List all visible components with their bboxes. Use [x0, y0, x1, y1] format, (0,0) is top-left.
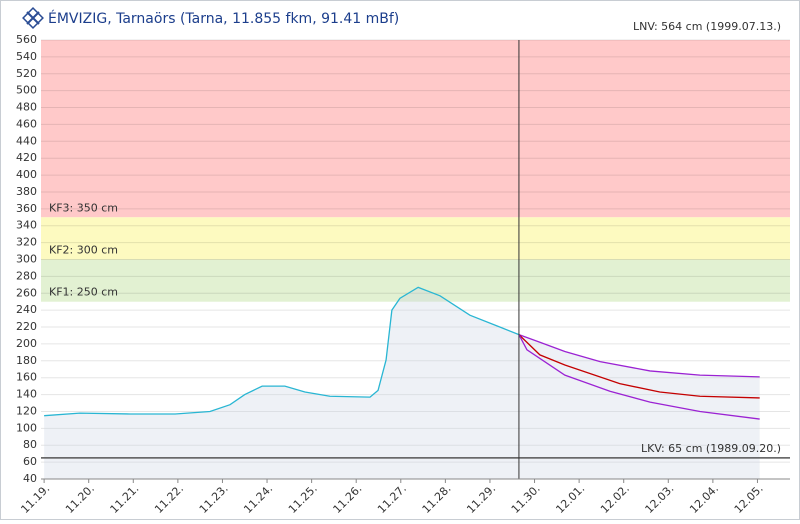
- y-tick-label: 500: [16, 84, 37, 97]
- y-tick-label: 280: [16, 269, 37, 282]
- y-tick-label: 340: [16, 219, 37, 232]
- line: [518, 334, 760, 399]
- y-tick-label: 220: [16, 320, 37, 333]
- line: [44, 286, 520, 417]
- threshold-band: [41, 40, 790, 218]
- band-label: KF3: 350 cm: [49, 201, 118, 214]
- y-tick-label: 200: [16, 337, 37, 350]
- threshold-band: [41, 217, 790, 260]
- y-tick-label: 60: [23, 455, 37, 468]
- y-tick-label: 240: [16, 303, 37, 316]
- y-tick-label: 520: [16, 67, 37, 80]
- line: [518, 334, 760, 420]
- y-tick-label: 460: [16, 117, 37, 130]
- threshold-band: [41, 259, 790, 302]
- y-tick-label: 80: [23, 438, 37, 451]
- y-tick-label: 420: [16, 151, 37, 164]
- y-tick-label: 180: [16, 354, 37, 367]
- y-tick-label: 560: [16, 33, 37, 46]
- area: [44, 287, 519, 479]
- y-tick-label: 40: [23, 472, 37, 485]
- area: [518, 334, 760, 479]
- y-tick-label: 100: [16, 421, 37, 434]
- reference-label: LKV: 65 cm (1989.09.20.): [641, 442, 781, 455]
- y-tick-label: 140: [16, 388, 37, 401]
- annotation: LNV: 564 cm (1999.07.13.): [633, 20, 781, 33]
- y-tick-label: 380: [16, 185, 37, 198]
- line: [518, 334, 760, 378]
- y-tick-label: 440: [16, 134, 37, 147]
- y-tick-label: 320: [16, 236, 37, 249]
- y-tick-label: 480: [16, 101, 37, 114]
- chart-title: ÉMVIZIG, Tarnaörs (Tarna, 11.855 fkm, 91…: [48, 10, 399, 27]
- band-label: KF1: 250 cm: [49, 286, 118, 299]
- y-tick-label: 360: [16, 202, 37, 215]
- logo: [22, 7, 44, 29]
- y-tick-label: 300: [16, 253, 37, 266]
- y-tick-label: 400: [16, 168, 37, 181]
- y-tick-label: 540: [16, 50, 37, 63]
- y-tick-label: 120: [16, 404, 37, 417]
- y-tick-label: 160: [16, 371, 37, 384]
- band-label: KF2: 300 cm: [49, 244, 118, 257]
- y-tick-label: 260: [16, 286, 37, 299]
